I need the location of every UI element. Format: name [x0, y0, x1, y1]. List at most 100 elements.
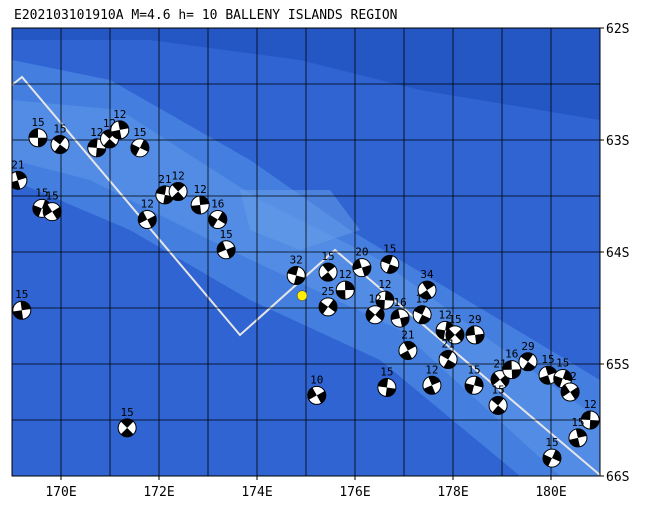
- focal-mechanism: [208, 210, 228, 230]
- focal-mechanism: [580, 410, 600, 430]
- beachball-quadrant: [87, 138, 106, 157]
- focal-mechanism: [286, 266, 306, 286]
- event-label: 21: [11, 158, 24, 171]
- beachball-quadrant: [569, 428, 587, 447]
- lon-tick-label: 174E: [241, 485, 272, 500]
- event-label: 15: [121, 406, 134, 419]
- lon-tick-label: 172E: [143, 485, 174, 500]
- seamount: [240, 190, 360, 250]
- map-title: E202103101910A M=4.6 h= 10 BALLENY ISLAN…: [14, 8, 398, 23]
- event-label: 15: [491, 383, 504, 396]
- beachball-quadrant: [120, 418, 134, 437]
- beachball-quadrant: [208, 211, 227, 228]
- beachball-quadrant: [352, 259, 371, 277]
- focal-mechanism: [502, 360, 522, 380]
- beachball-quadrant: [436, 321, 455, 340]
- event-label: 15: [541, 353, 554, 366]
- beachball-quadrant: [391, 309, 410, 327]
- beachball-quadrant: [336, 281, 355, 300]
- event-label: 10: [310, 373, 323, 386]
- focal-mechanism: [412, 305, 432, 325]
- event-label: 15: [220, 228, 233, 241]
- event-label: 12: [141, 198, 154, 211]
- event-label: 15: [15, 288, 28, 301]
- event-label: 21: [441, 338, 454, 351]
- beachball-quadrant: [366, 307, 385, 322]
- lon-tick-label: 180E: [535, 485, 566, 500]
- focal-mechanism: [117, 418, 137, 438]
- event-label: 12: [171, 170, 184, 183]
- beachball-quadrant: [319, 299, 338, 315]
- focal-mechanism: [465, 325, 485, 345]
- beachball-quadrant: [156, 185, 174, 204]
- event-label: 12: [113, 108, 126, 121]
- beachball-quadrant: [307, 387, 326, 404]
- beachball-quadrant: [287, 266, 305, 285]
- beachball-quadrant: [553, 370, 572, 388]
- event-label: 12: [584, 398, 597, 411]
- lon-tick-label: 170E: [45, 485, 76, 500]
- event-label: 15: [545, 436, 558, 449]
- beachball-quadrant: [465, 376, 484, 394]
- focal-mechanism: [168, 182, 188, 202]
- event-label: 16: [505, 348, 518, 361]
- event-label: 12: [90, 126, 103, 139]
- beachball-quadrant: [543, 449, 561, 467]
- event-label: 12: [339, 268, 352, 281]
- beachball-quadrant: [171, 182, 185, 201]
- focal-mechanism: [422, 375, 442, 395]
- focal-mechanism: [12, 300, 32, 320]
- focal-mechanism: [307, 385, 327, 405]
- beachball-quadrant: [12, 301, 31, 320]
- focal-mechanism: [12, 170, 28, 190]
- event-label: 12: [194, 183, 207, 196]
- beachball-quadrant: [12, 171, 27, 190]
- event-label: 29: [521, 340, 534, 353]
- focal-mechanism: [318, 262, 338, 282]
- beachball-quadrant: [561, 384, 580, 400]
- event-label: 15: [31, 116, 44, 129]
- focal-mechanism: [488, 395, 508, 415]
- focal-mechanism: [560, 382, 580, 402]
- event-label: 12: [425, 363, 438, 376]
- beachball-quadrant: [539, 366, 557, 385]
- beachball-quadrant: [466, 325, 485, 344]
- beachball-quadrant: [191, 195, 210, 214]
- beachball-quadrant: [321, 263, 336, 282]
- event-label: 15: [416, 293, 429, 306]
- beachball-quadrant: [111, 120, 129, 139]
- beachball-quadrant: [217, 241, 236, 259]
- focal-mechanism: [568, 428, 588, 448]
- focal-mechanism: [390, 308, 410, 328]
- focal-mechanism: [542, 448, 562, 468]
- event-label: 16: [393, 296, 406, 309]
- event-label: 21: [401, 329, 414, 342]
- focal-mechanism: [42, 202, 62, 222]
- focal-mechanism: [190, 195, 210, 215]
- event-label: 12: [378, 278, 391, 291]
- beachball-quadrant: [445, 328, 464, 342]
- focal-mechanism: [137, 210, 157, 230]
- beachball-quadrant: [520, 352, 536, 371]
- focal-mechanism: [375, 290, 395, 310]
- beachball-quadrant: [52, 135, 68, 154]
- focal-mechanism: [445, 325, 465, 345]
- event-label: 15: [53, 122, 66, 135]
- event-label: 21: [158, 173, 171, 186]
- beachball-quadrant: [440, 350, 456, 369]
- beachball-quadrant: [491, 396, 505, 415]
- beachball-quadrant: [130, 139, 149, 156]
- beachball-quadrant: [400, 341, 416, 360]
- focal-mechanism: [50, 134, 70, 154]
- event-label: 29: [468, 313, 481, 326]
- beachball-quadrant: [581, 410, 600, 430]
- beachball-quadrant: [414, 305, 431, 324]
- focal-mechanism: [398, 341, 418, 361]
- event-label: 15: [46, 190, 59, 203]
- focal-mechanism: [335, 280, 355, 300]
- beachball-quadrant: [419, 281, 435, 300]
- beachball-quadrant: [381, 255, 399, 274]
- focal-mechanism: [28, 128, 48, 148]
- event-label: 15: [467, 363, 480, 376]
